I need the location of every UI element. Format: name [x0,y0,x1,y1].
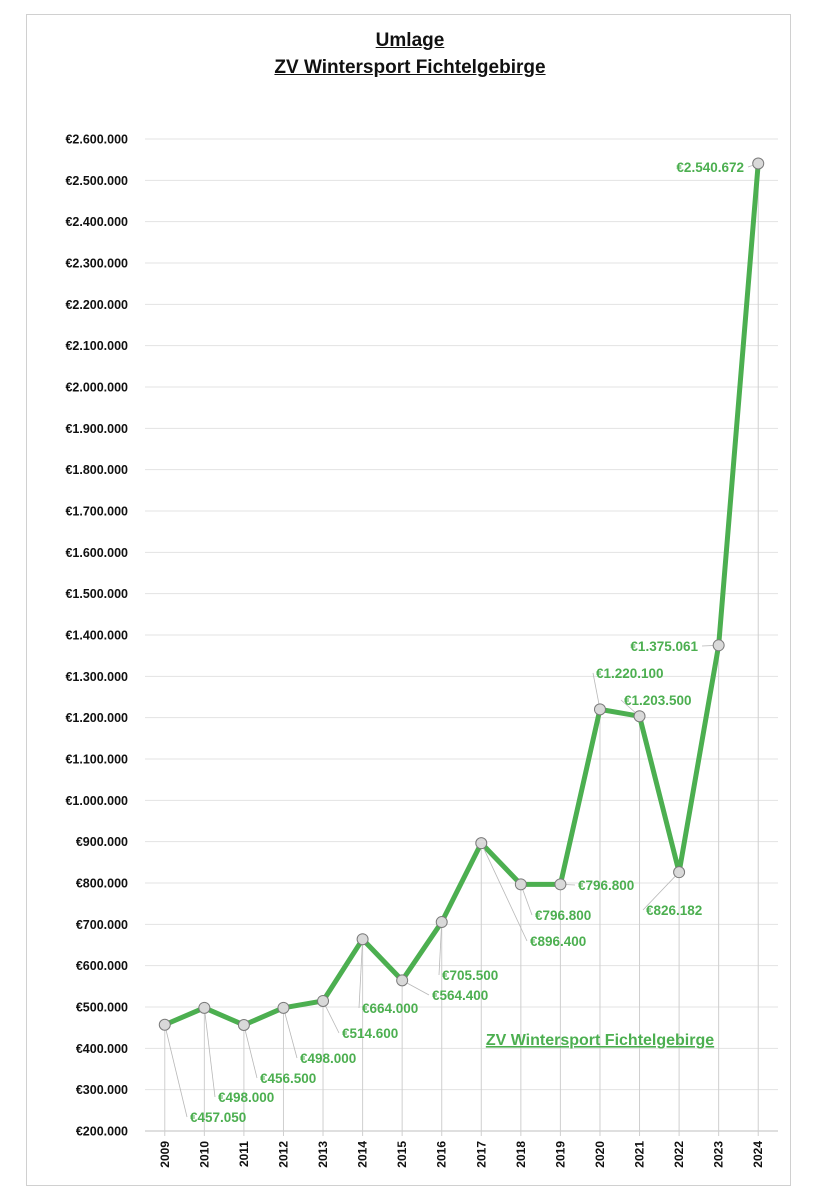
x-tick-label: 2016 [435,1141,449,1168]
y-tick-label: €2.600.000 [65,133,128,147]
leader-line [164,1024,188,1118]
data-point [198,1001,211,1014]
data-point [554,878,567,891]
y-tick-label: €300.000 [76,1083,128,1097]
data-point [475,837,488,850]
chart-subtitle: ZV Wintersport Fichtelgebirge [274,57,546,78]
y-tick-label: €900.000 [76,835,128,849]
y-tick-label: €2.400.000 [65,215,128,229]
data-point [435,916,448,929]
x-tick-label: 2018 [514,1141,528,1168]
y-tick-label: €1.800.000 [65,463,128,477]
leader-line [438,922,443,976]
x-tick-label: 2022 [672,1141,686,1168]
x-tick-label: 2017 [474,1141,488,1168]
data-label: €498.000 [300,1051,356,1066]
legend-series-name: ZV Wintersport Fichtelgebirge [486,1032,714,1049]
data-point [158,1018,171,1031]
chart-title: Umlage [375,30,445,51]
x-tick-label: 2009 [158,1141,172,1168]
data-point [514,878,527,891]
y-tick-label: €500.000 [76,1001,128,1015]
data-label: €826.182 [646,903,702,918]
data-label: €896.400 [530,934,586,949]
leader-line [358,939,363,1009]
y-tick-label: €1.700.000 [65,505,128,519]
data-point [237,1018,250,1031]
data-label: €456.500 [260,1071,316,1086]
x-tick-label: 2011 [237,1141,251,1167]
data-label: €498.000 [218,1090,274,1105]
data-label: €705.500 [442,968,498,983]
y-tick-label: €2.300.000 [65,257,128,271]
y-tick-label: €1.900.000 [65,422,128,436]
data-label: €664.000 [362,1001,418,1016]
y-tick-label: €1.200.000 [65,711,128,725]
data-point [396,974,409,987]
x-tick-label: 2021 [633,1141,647,1168]
data-label: €1.375.061 [630,639,698,654]
y-tick-label: €2.100.000 [65,339,128,353]
data-label: €514.600 [342,1026,398,1041]
data-label: €564.400 [432,988,488,1003]
data-point [277,1001,290,1014]
x-tick-label: 2012 [276,1141,290,1168]
x-tick-label: 2019 [553,1141,567,1168]
data-point [593,703,606,716]
data-label: €796.800 [578,878,634,893]
y-tick-label: €2.500.000 [65,174,128,188]
y-tick-label: €1.300.000 [65,670,128,684]
series-line [162,161,761,1028]
y-tick-label: €1.400.000 [65,629,128,643]
x-tick-label: 2015 [395,1141,409,1168]
data-point [356,933,369,946]
data-point [673,866,686,879]
data-label: €796.800 [535,908,591,923]
x-tick-label: 2014 [356,1141,370,1168]
leader-line [480,842,528,942]
y-tick-label: €800.000 [76,877,128,891]
data-label: €1.203.500 [624,693,692,708]
leader-line [642,871,680,911]
x-tick-label: 2020 [593,1141,607,1168]
data-point [317,994,330,1007]
y-tick-label: €1.600.000 [65,546,128,560]
y-tick-label: €1.100.000 [65,753,128,767]
leader-line [203,1007,216,1098]
data-point [712,639,725,652]
y-tick-label: €700.000 [76,918,128,932]
chart-frame [26,14,791,1186]
leader-line [283,1007,298,1059]
data-point [752,157,765,170]
data-point [633,710,646,723]
data-label: €457.050 [190,1110,246,1125]
leader-line [243,1024,258,1079]
y-tick-label: €600.000 [76,959,128,973]
data-label: €1.220.100 [596,666,664,681]
y-tick-label: €400.000 [76,1042,128,1056]
x-tick-label: 2013 [316,1141,330,1168]
leader-line [592,672,601,710]
x-tick-label: 2010 [197,1141,211,1168]
x-tick-label: 2023 [712,1141,726,1168]
y-tick-label: €2.200.000 [65,298,128,312]
y-tick-label: €1.000.000 [65,794,128,808]
data-label: €2.540.672 [676,160,744,175]
x-tick-label: 2024 [751,1141,765,1168]
y-tick-label: €2.000.000 [65,381,128,395]
y-tick-label: €1.500.000 [65,587,128,601]
y-tick-label: €200.000 [76,1125,128,1139]
